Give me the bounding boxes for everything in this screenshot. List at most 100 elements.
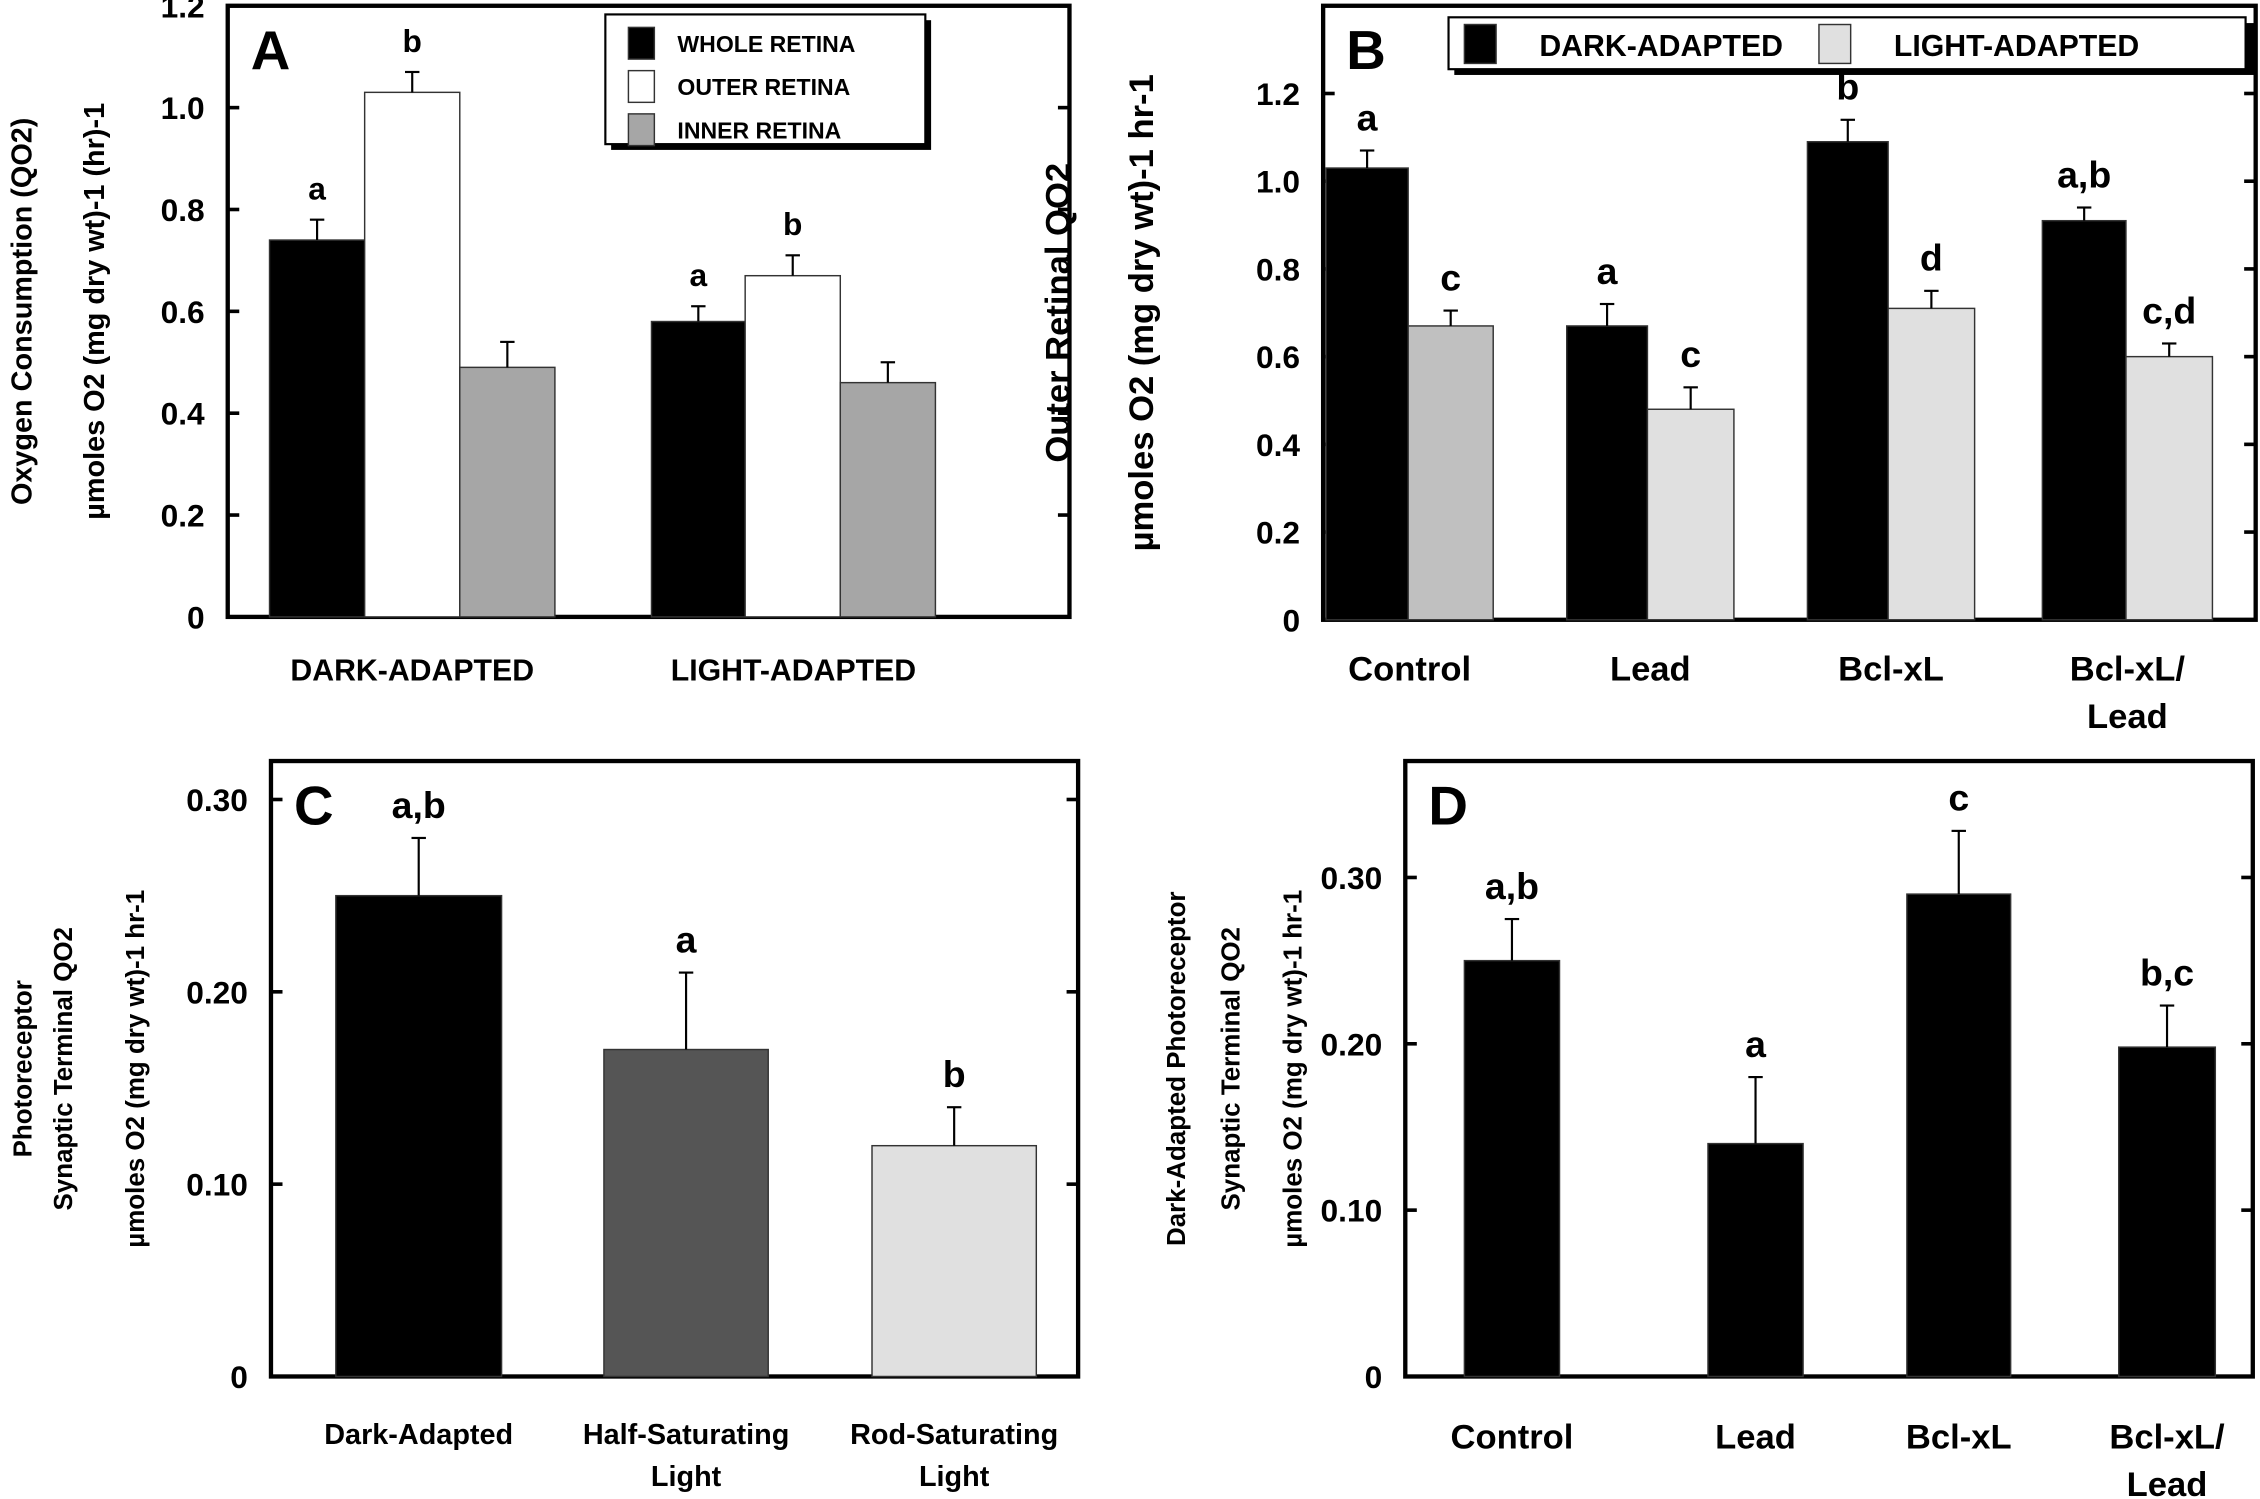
bar xyxy=(839,381,937,618)
significance-label: a xyxy=(1357,96,1379,138)
y-tick-label: 1.0 xyxy=(1256,164,1300,200)
y-tick-label: 0.4 xyxy=(161,396,205,432)
y-tick-label: 0.10 xyxy=(186,1167,248,1203)
legend-label: DARK-ADAPTED xyxy=(1539,30,1783,63)
legend-label: LIGHT-ADAPTED xyxy=(1894,30,2139,63)
legend-label: OUTER RETINA xyxy=(677,74,850,100)
legend-swatch xyxy=(627,113,656,147)
bar xyxy=(2041,219,2127,621)
bar xyxy=(603,1048,769,1378)
legend-swatch xyxy=(627,69,656,104)
x-tick-label: Bcl-xL xyxy=(1906,1419,2012,1457)
significance-label: a xyxy=(690,257,708,293)
significance-label: a xyxy=(1597,250,1619,292)
bar xyxy=(744,274,842,618)
x-tick-label: Control xyxy=(1450,1419,1573,1457)
x-tick-label: Bcl-xL/ xyxy=(2070,650,2186,688)
y-axis-label: Synaptic Terminal QO2 xyxy=(1218,927,1246,1210)
significance-label: a,b xyxy=(1485,865,1539,907)
legend-label: INNER RETINA xyxy=(677,117,841,143)
bar xyxy=(268,239,366,618)
significance-label: c xyxy=(1948,777,1969,819)
y-tick-label: 0.8 xyxy=(161,192,205,228)
y-tick-label: 0.6 xyxy=(1256,339,1300,375)
significance-label: c xyxy=(1680,333,1701,375)
bar xyxy=(1646,408,1735,621)
y-axis-label: Photoreceptor xyxy=(10,980,38,1157)
y-tick-label: 0.30 xyxy=(186,782,248,818)
x-tick-label: Lead xyxy=(1610,650,1691,688)
y-tick-label: 0 xyxy=(1282,602,1300,638)
bar xyxy=(650,320,746,618)
x-tick-label: DARK-ADAPTED xyxy=(290,654,534,687)
y-tick-label: 1.2 xyxy=(1256,76,1300,112)
panel-label: A xyxy=(251,19,291,81)
x-tick-label: Dark-Adapted xyxy=(324,1419,513,1451)
significance-label: b xyxy=(1836,66,1859,108)
y-tick-label: 0 xyxy=(1365,1359,1383,1395)
bar xyxy=(871,1144,1038,1378)
x-tick-label: Lead xyxy=(2087,698,2168,736)
legend-swatch xyxy=(1463,23,1497,65)
legend xyxy=(604,13,927,146)
y-axis-label: µmoles O2 (mg dry wt)-1 (hr)-1 xyxy=(79,103,111,520)
panel-A: 0 0.2 0.4 0.6 0.8 1.0 1.2 A Oxygen Consumption (… xyxy=(7,0,1072,687)
bar xyxy=(2125,355,2214,621)
panel-D: 0 0.10 0.20 0.30 D Dark-Adapted Photoreceptor… xyxy=(1163,758,2255,1499)
x-tick-label: Half-Saturating xyxy=(583,1419,790,1451)
x-tick-label: Light xyxy=(919,1461,990,1493)
bar xyxy=(1806,141,1889,621)
legend-swatch xyxy=(627,26,656,60)
x-tick-label: Rod-Saturating xyxy=(850,1419,1058,1451)
significance-label: c,d xyxy=(2142,289,2196,331)
significance-label: c xyxy=(1440,256,1461,298)
plot-frame xyxy=(1403,758,2255,1379)
y-tick-label: 0.20 xyxy=(1321,1026,1383,1062)
y-axis-label: µmoles O2 (mg dry wt)-1 hr-1 xyxy=(122,890,150,1248)
panel-label: D xyxy=(1428,774,1468,836)
y-axis-label: µmoles O2 (mg dry wt)-1 hr-1 xyxy=(1280,890,1308,1248)
y-tick-label: 0.20 xyxy=(186,974,248,1010)
y-tick-label: 0.2 xyxy=(161,498,205,534)
y-axis-label: Outer Retinal QO2 xyxy=(1039,163,1077,463)
y-axis-label: Dark-Adapted Photoreceptor xyxy=(1163,891,1191,1246)
significance-label: a xyxy=(1745,1023,1767,1065)
y-tick-label: 1.0 xyxy=(161,90,205,126)
significance-label: a xyxy=(308,170,326,206)
bar xyxy=(1566,325,1649,621)
significance-label: b,c xyxy=(2140,951,2194,993)
panel-B: 0 0.2 0.4 0.6 0.8 1.0 1.2 B Outer Retinal QO2 µmo… xyxy=(1039,3,2258,736)
bar xyxy=(1463,959,1561,1378)
panel-C: 0 0.10 0.20 0.30 C Photoreceptor Synaptic Term… xyxy=(10,758,1081,1493)
bar xyxy=(459,366,556,618)
legend-label: WHOLE RETINA xyxy=(677,31,855,57)
significance-label: a xyxy=(676,918,698,960)
bar xyxy=(1887,307,1976,621)
bar xyxy=(1906,893,2012,1378)
y-tick-label: 0.30 xyxy=(1321,860,1383,896)
panel-label: C xyxy=(294,774,334,836)
panel-label: B xyxy=(1346,19,1386,81)
y-tick-label: 0 xyxy=(230,1359,248,1395)
y-tick-label: 0.6 xyxy=(161,294,205,330)
y-tick-label: 0.4 xyxy=(1256,427,1300,463)
y-axis-label: µmoles O2 (mg dry wt)-1 hr-1 xyxy=(1123,74,1161,551)
x-tick-label: Light xyxy=(651,1461,722,1493)
bar xyxy=(1325,167,1409,621)
bar xyxy=(363,91,461,618)
x-tick-label: Lead xyxy=(2127,1466,2208,1499)
plot-frame xyxy=(1320,3,2258,622)
significance-label: b xyxy=(783,206,802,242)
legend-swatch xyxy=(1818,23,1852,65)
significance-label: a,b xyxy=(392,784,446,826)
y-axis-label: Oxygen Consumption (QO2) xyxy=(7,118,39,505)
significance-label: a,b xyxy=(2057,153,2111,195)
y-axis-label: Synaptic Terminal QO2 xyxy=(50,927,78,1210)
bar xyxy=(2118,1046,2217,1378)
y-tick-label: 1.2 xyxy=(161,0,205,24)
x-tick-label: Bcl-xL xyxy=(1838,650,1944,688)
bar xyxy=(1707,1142,1804,1378)
x-tick-label: Control xyxy=(1348,650,1471,688)
y-tick-label: 0 xyxy=(187,599,205,635)
